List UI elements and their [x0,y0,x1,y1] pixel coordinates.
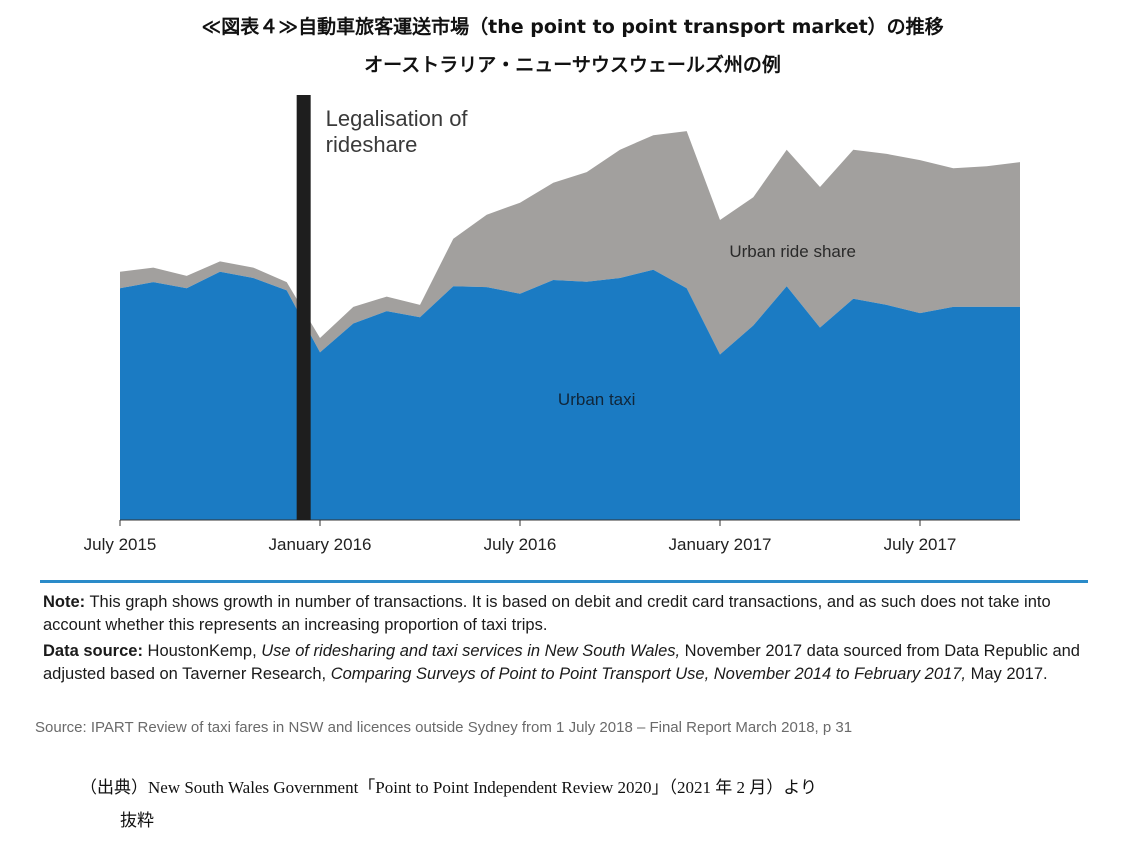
data-source-italic-1: Use of ridesharing and taxi services in … [261,642,681,660]
data-source-label: Data source: [43,642,143,660]
data-source-text-2: November 2017 data sourced from Data Rep… [43,642,1080,683]
x-tick-label: July 2015 [84,535,157,554]
citation-line: （出典）New South Wales Government「Point to … [80,778,817,797]
source-line: Source: IPART Review of taxi fares in NS… [35,719,853,736]
x-tick-label: July 2016 [484,535,557,554]
series-label-ride-share: Urban ride share [729,242,856,261]
legalisation-marker [296,95,311,520]
data-source-italic-2: Comparing Surveys of Point to Point Tran… [330,665,966,683]
note-text: This graph shows growth in number of tra… [43,593,1051,634]
x-tick-label: January 2017 [668,535,771,554]
annotation-line1: Legalisation of [326,106,469,131]
area-urban-ride-share [120,131,1020,355]
x-ticks: July 2015 January 2016 July 2016 January 20… [84,520,957,554]
data-source-text-1: HoustonKemp, [142,642,262,660]
series-label-taxi: Urban taxi [558,390,635,409]
chart-title: ≪図表４≫自動車旅客運送市場（the point to point transp… [201,16,944,38]
note-paragraph: Note: This graph shows growth in number … [43,591,1083,637]
data-source-paragraph: Data source: HoustonKemp, Use of ridesha… [43,640,1083,686]
note-label: Note: [43,593,86,611]
citation-line-2: 抜粋 [120,811,154,830]
annotation-line2: rideshare [326,132,418,157]
x-tick-label: January 2016 [268,535,371,554]
area-chart: July 2015 January 2016 July 2016 January 20… [84,95,1020,554]
chart-areas [120,131,1020,520]
data-source-text-3: May 2017. [965,665,1048,683]
divider-line [40,580,1088,583]
x-tick-label: July 2017 [884,535,957,554]
chart-subtitle: オーストラリア・ニューサウスウェールズ州の例 [364,54,781,76]
area-urban-taxi [120,269,1020,520]
